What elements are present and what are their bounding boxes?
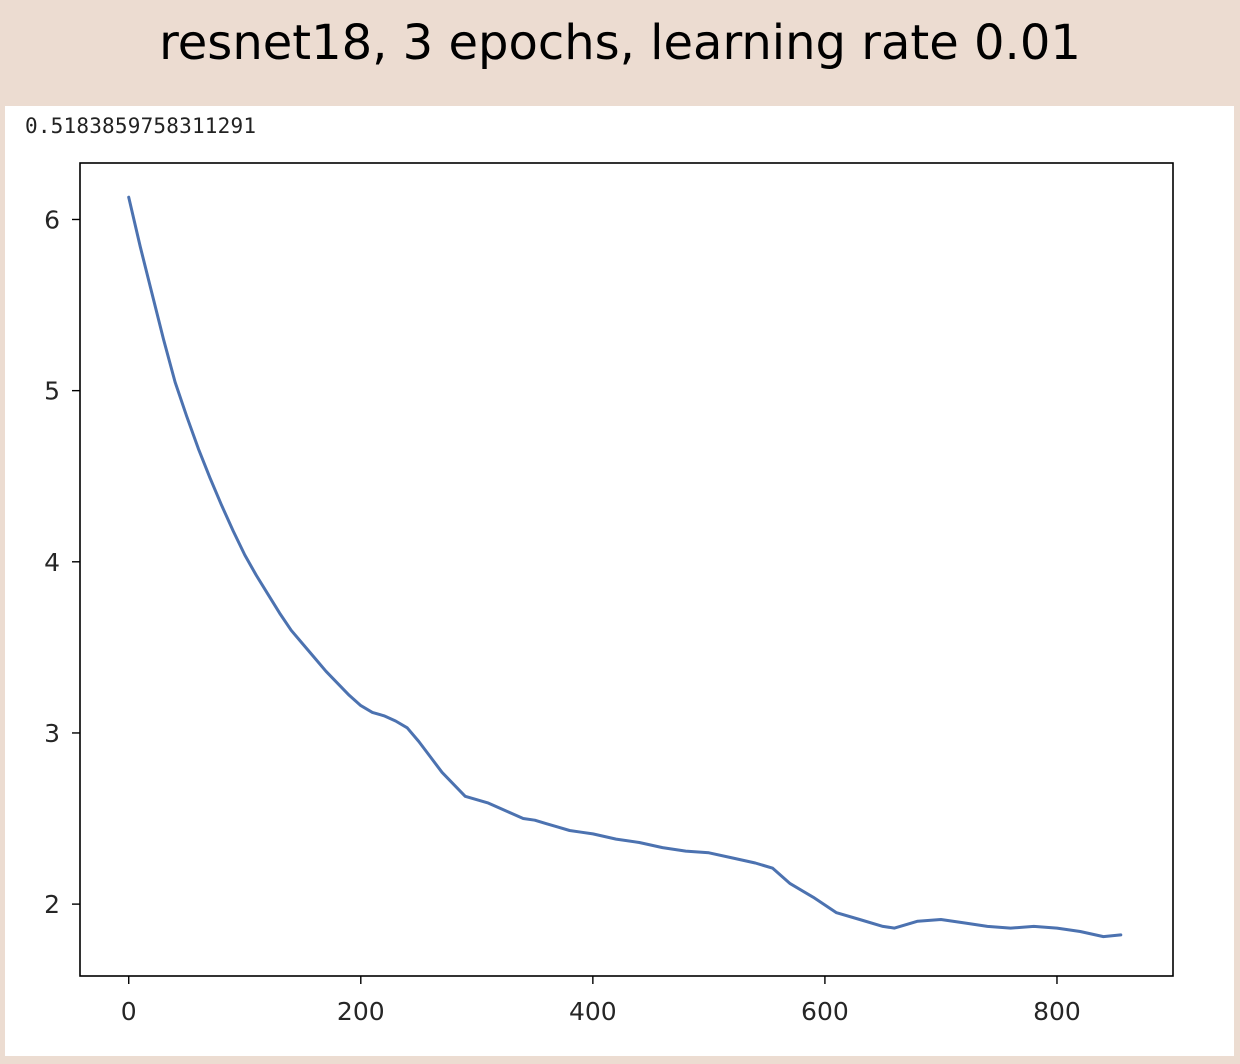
y-tick-label: 3 [44, 719, 60, 748]
x-tick-label: 0 [121, 997, 137, 1026]
series-lines [127, 195, 1123, 939]
y-tick-label: 4 [44, 548, 60, 577]
y-tick-label: 6 [44, 205, 60, 234]
y-tick-label: 5 [44, 377, 60, 406]
y-tick-label: 2 [44, 890, 60, 919]
x-tick-label: 400 [569, 997, 617, 1026]
x-tick-label: 200 [337, 997, 385, 1026]
x-tick-label: 600 [801, 997, 849, 1026]
loss-line-chart: 0 200 400 600 800 2 3 4 5 6 [44, 162, 1174, 1026]
axis-ticks: 0 200 400 600 800 2 3 4 5 6 [44, 205, 1081, 1026]
loss-series-line [127, 195, 1123, 939]
output-value-text: 0.5183859758311291 [25, 114, 257, 138]
x-tick-label: 800 [1033, 997, 1081, 1026]
plot-area-frame [79, 162, 1174, 977]
slide-title: resnet18, 3 epochs, learning rate 0.01 [159, 15, 1081, 71]
notebook-output-panel: 0.5183859758311291 0 200 400 600 800 2 3 4 5 6 [5, 106, 1234, 1056]
